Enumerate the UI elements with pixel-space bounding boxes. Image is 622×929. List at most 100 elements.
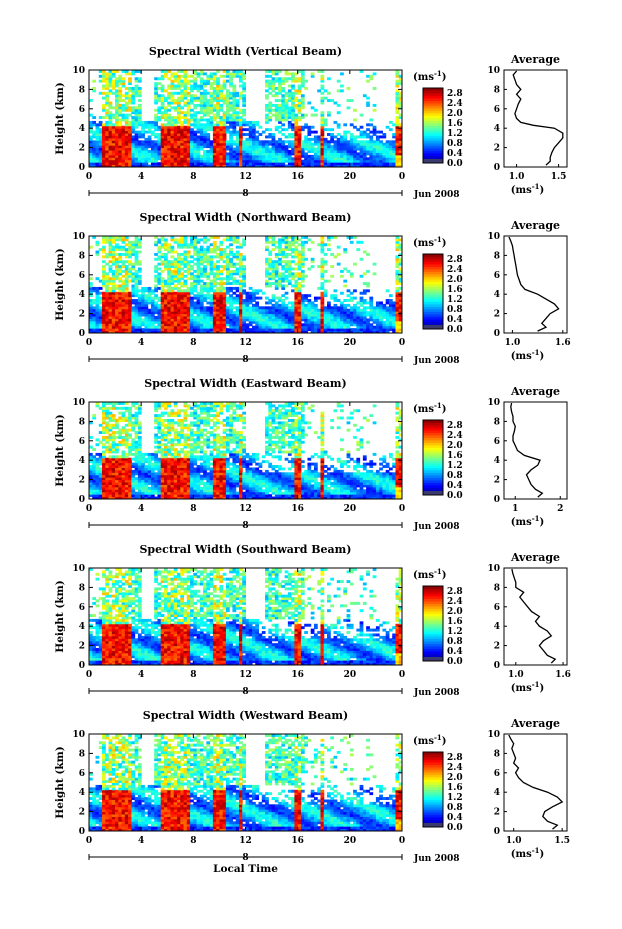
x-tick-label: 20 [344,338,357,348]
x-tick-label: 16 [291,338,304,348]
x-tick-label: 16 [291,504,304,514]
colorbar-unit: (ms-1) [413,69,446,83]
average-profile: Average 0 2 4 6 8 10 1.0 1.6 (ms-1) [487,551,570,694]
panel-title: Spectral Width (Vertical Beam) [149,45,342,58]
colorbar-tick-label: 0.4 [447,481,463,491]
y-tick-label: 2 [79,476,85,486]
colorbar-tick-label: 2.0 [447,109,463,119]
colorbar-unit: (ms-1) [413,733,446,747]
y-tick-label: 4 [79,124,85,134]
colorbar-tick-label: 1.6 [447,617,463,627]
y-tick-label: 8 [79,85,85,95]
y-tick-label: 0 [79,661,85,671]
x-tick-label: 0 [86,172,92,182]
average-frame [503,401,568,500]
colorbar-tick-label: 1.2 [447,461,463,471]
y-tick-label: 10 [72,564,85,574]
x-tick-label: 8 [190,338,196,348]
colorbar-tick-label: 2.8 [447,255,463,265]
y-tick-label: 8 [79,583,85,593]
x-tick-label: 20 [344,836,357,846]
average-profile-line [508,236,560,332]
y-tick-label: 4 [79,622,85,632]
panel-2: Spectral Width (Northward Beam) 0 2 4 6 8 10 0 4… [54,211,571,366]
average-title: Average [510,219,560,232]
average-x-tick-label: 1.0 [505,338,521,348]
average-x-label: (ms-1) [511,846,544,860]
colorbar-tick-label: 2.4 [447,99,463,109]
average-title: Average [510,551,560,564]
panel-1: Spectral Width (Vertical Beam) 0 2 4 6 8 10 0 4 8… [54,45,568,200]
average-profile-line [511,568,557,664]
average-y-tick-label: 6 [494,603,500,613]
colorbar: (ms-1) 0.00.40.81.21.62.02.42.8 [413,235,463,335]
average-frame [503,733,568,832]
heatmap-field [89,236,403,334]
y-tick-label: 0 [79,827,85,837]
x-tick-label: 4 [138,836,144,846]
average-y-tick-label: 8 [494,85,500,95]
average-x-label: (ms-1) [511,680,544,694]
colorbar-underflow [423,491,443,495]
y-tick-label: 10 [72,398,85,408]
colorbar-tick-label: 1.2 [447,793,463,803]
average-x-tick-label: 1 [512,504,518,514]
x-tick-label: 0 [399,670,405,680]
colorbar-tick-label: 2.4 [447,763,463,773]
y-tick-label: 6 [79,603,85,613]
average-y-tick-label: 4 [494,290,500,300]
average-x-tick-label: 1.0 [508,670,524,680]
colorbar-tick-label: 2.4 [447,597,463,607]
x-tick-label: 0 [399,172,405,182]
y-tick-label: 6 [79,769,85,779]
panel-title: Spectral Width (Eastward Beam) [144,377,346,390]
x-tick-label: 0 [86,836,92,846]
average-y-tick-label: 8 [494,417,500,427]
day-marker: 8 [242,189,248,199]
colorbar-tick-label: 2.8 [447,753,463,763]
average-title: Average [510,53,560,66]
x-tick-label: 12 [239,504,252,514]
colorbar-tick-label: 0.8 [447,637,463,647]
average-y-tick-label: 10 [487,564,500,574]
colorbar-tick-label: 1.2 [447,295,463,305]
day-marker: 8 [242,355,248,365]
colorbar-tick-label: 0.8 [447,471,463,481]
y-tick-label: 2 [79,642,85,652]
x-tick-label: 4 [138,172,144,182]
date-label: Jun 2008 [413,190,460,200]
x-tick-label: 16 [291,670,304,680]
y-tick-label: 4 [79,290,85,300]
y-tick-label: 10 [72,232,85,242]
colorbar-tick-label: 2.0 [447,607,463,617]
colorbar-tick-label: 1.2 [447,627,463,637]
colorbar-underflow [423,657,443,661]
average-title: Average [510,717,560,730]
colorbar-tick-label: 1.6 [447,119,463,129]
average-y-tick-label: 2 [494,310,500,320]
colorbar-tick-label: 1.6 [447,451,463,461]
average-y-tick-label: 6 [494,437,500,447]
y-tick-label: 6 [79,105,85,115]
y-tick-label: 2 [79,808,85,818]
colorbar-frame [422,87,444,164]
y-axis-label: Height (km) [54,580,66,652]
average-x-label: (ms-1) [511,348,544,362]
average-y-tick-label: 2 [494,144,500,154]
colorbar-frame [422,751,444,828]
colorbar: (ms-1) 0.00.40.81.21.62.02.42.8 [413,733,463,833]
average-profile: Average 0 2 4 6 8 10 1.0 1.5 (ms-1) [487,717,570,860]
average-frame [503,69,568,168]
average-frame [503,235,568,334]
x-tick-label: 8 [190,172,196,182]
average-x-tick-label: 1.5 [551,172,567,182]
colorbar-unit: (ms-1) [413,235,446,249]
panel-title: Spectral Width (Northward Beam) [140,211,352,224]
y-tick-label: 8 [79,749,85,759]
x-tick-label: 12 [239,670,252,680]
heatmap-field [89,734,403,832]
date-label: Jun 2008 [413,356,460,366]
colorbar-unit: (ms-1) [413,401,446,415]
average-y-tick-label: 6 [494,105,500,115]
